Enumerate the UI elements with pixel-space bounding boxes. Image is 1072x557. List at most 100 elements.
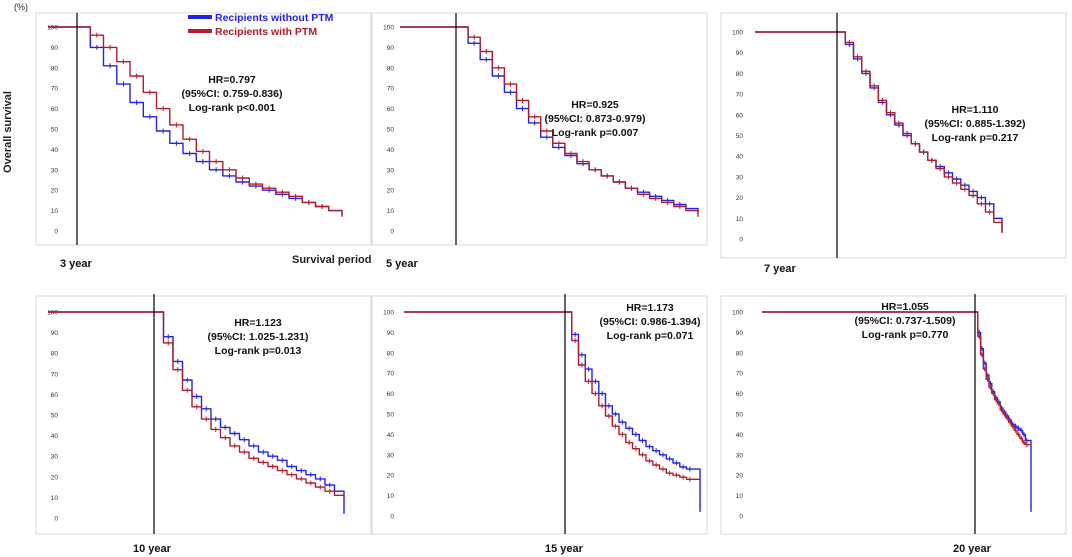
panel-frame (35, 12, 372, 246)
y-tick-label: 20 (51, 474, 59, 481)
y-tick-label: 70 (736, 371, 744, 378)
y-tick-label: 100 (732, 310, 743, 317)
y-tick-label: 40 (736, 154, 744, 161)
y-tick-label: 100 (47, 25, 58, 32)
y-tick-label: 0 (54, 229, 58, 236)
y-tick-label: 60 (736, 112, 744, 119)
y-tick-label: 100 (383, 310, 394, 317)
y-tick-label: 80 (387, 350, 395, 357)
logrank-label: Log-rank p=0.071 (607, 330, 694, 342)
y-tick-label: 60 (387, 391, 395, 398)
y-tick-label: 10 (387, 208, 395, 215)
logrank-label: Log-rank p=0.217 (932, 132, 1019, 144)
y-tick-label: 60 (51, 106, 59, 113)
unit-label: (%) (14, 2, 28, 12)
y-tick-label: 0 (390, 514, 394, 521)
hr-label: HR=1.123 (234, 317, 282, 329)
survival-period-label: Survival period (292, 254, 371, 266)
hr-label: HR=0.925 (571, 99, 619, 111)
landmark-label: 3 year (60, 258, 93, 270)
ci-label: (95%CI: 0.737-1.509) (855, 315, 956, 327)
ci-label: (95%CI: 0.986-1.394) (600, 316, 701, 328)
y-tick-label: 70 (387, 86, 395, 93)
ci-label: (95%CI: 0.885-1.392) (925, 118, 1026, 130)
y-tick-label: 90 (736, 50, 744, 57)
y-tick-label: 50 (387, 127, 395, 134)
y-tick-label: 20 (387, 188, 395, 195)
km-panel-3: 0 10 20 30 40 50 60 70 80 90 100 HR=1.110 (95%CI: 0.… (720, 12, 1067, 275)
y-tick-label: 80 (51, 351, 59, 358)
logrank-label: Log-rank p=0.770 (862, 329, 949, 341)
ci-label: (95%CI: 0.873-0.979) (545, 113, 646, 125)
y-tick-label: 30 (51, 167, 59, 174)
y-tick-label: 50 (51, 413, 59, 420)
hr-label: HR=1.055 (881, 301, 929, 313)
y-tick-label: 50 (736, 412, 744, 419)
y-axis-label: Overall survival (2, 91, 14, 173)
y-tick-label: 30 (387, 167, 395, 174)
landmark-label: 5 year (386, 258, 419, 270)
y-tick-label: 90 (51, 45, 59, 52)
y-tick-label: 100 (383, 25, 394, 32)
y-tick-label: 90 (387, 330, 395, 337)
y-tick-label: 0 (739, 237, 743, 244)
y-tick-label: 30 (736, 174, 744, 181)
y-tick-label: 100 (732, 30, 743, 37)
panel-frame (720, 12, 1067, 259)
curve-with-ptm (48, 26, 343, 217)
panel-frame (371, 295, 708, 535)
y-tick-label: 70 (387, 371, 395, 378)
y-tick-label: 20 (736, 195, 744, 202)
y-tick-label: 20 (387, 473, 395, 480)
y-tick-label: 10 (51, 208, 59, 215)
y-tick-label: 20 (736, 473, 744, 480)
legend-label-with-ptm: Recipients with PTM (215, 26, 317, 38)
landmark-label: 20 year (953, 543, 992, 555)
y-tick-label: 80 (736, 350, 744, 357)
y-tick-label: 40 (51, 433, 59, 440)
curve-with-ptm (48, 311, 345, 498)
y-tick-label: 80 (51, 65, 59, 72)
y-tick-label: 60 (736, 391, 744, 398)
logrank-label: Log-rank p<0.001 (189, 102, 276, 114)
y-tick-label: 100 (47, 310, 58, 317)
logrank-label: Log-rank p=0.007 (552, 127, 639, 139)
y-tick-label: 60 (51, 392, 59, 399)
hr-label: HR=1.173 (626, 302, 674, 314)
y-tick-label: 40 (51, 147, 59, 154)
y-tick-label: 0 (54, 516, 58, 523)
curve-without-ptm (48, 26, 343, 215)
y-tick-label: 0 (739, 514, 743, 521)
y-tick-label: 10 (387, 493, 395, 500)
curve-with-ptm (755, 31, 1003, 233)
y-tick-label: 10 (736, 493, 744, 500)
y-tick-label: 20 (51, 188, 59, 195)
km-panel-5: 0 10 20 30 40 50 60 70 80 90 100 HR=1.173 (95%CI: 0.… (371, 294, 708, 555)
km-panel-4: 0 10 20 30 40 50 60 70 80 90 100 HR=1.123 (95%CI: 1.… (35, 294, 372, 555)
km-panel-2: 0 10 20 30 40 50 60 70 80 90 100 HR=0.925 (95%CI: 0.… (371, 12, 708, 270)
legend: Recipients without PTM Recipients with P… (188, 12, 334, 38)
panel-frame (720, 295, 1067, 535)
y-tick-label: 90 (736, 330, 744, 337)
y-tick-label: 70 (51, 371, 59, 378)
hr-label: HR=1.110 (952, 104, 999, 116)
y-tick-label: 80 (387, 65, 395, 72)
hr-label: HR=0.797 (208, 74, 256, 86)
y-tick-label: 30 (736, 452, 744, 459)
y-tick-label: 90 (51, 330, 59, 337)
y-tick-label: 40 (387, 147, 395, 154)
logrank-label: Log-rank p=0.013 (215, 345, 302, 357)
km-panel-6: 0 10 20 30 40 50 60 70 80 90 100 HR=1.055 (95%CI: 0.… (720, 294, 1067, 555)
y-tick-label: 90 (387, 45, 395, 52)
y-tick-label: 10 (51, 495, 59, 502)
landmark-label: 15 year (545, 543, 584, 555)
y-tick-label: 70 (51, 86, 59, 93)
y-tick-label: 40 (736, 432, 744, 439)
y-tick-label: 80 (736, 71, 744, 78)
y-tick-label: 50 (736, 133, 744, 140)
ci-label: (95%CI: 1.025-1.231) (208, 331, 309, 343)
landmark-label: 10 year (133, 543, 172, 555)
y-tick-label: 30 (387, 452, 395, 459)
